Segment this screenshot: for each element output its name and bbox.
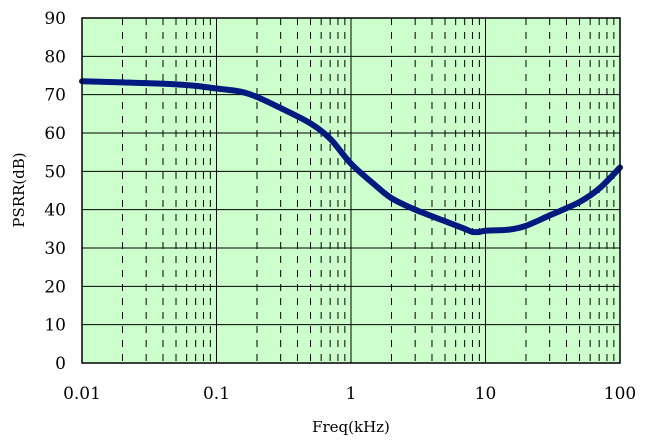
y-tick-label: 60 [44,124,66,144]
y-tick-label: 10 [44,316,66,336]
x-tick-label: 1 [346,384,357,404]
y-tick-label: 40 [44,201,66,221]
plot-frame [81,17,621,364]
x-axis-label: Freq(kHz) [312,418,390,436]
x-tick-label: 0.01 [63,384,101,404]
y-tick-labels: 0 10 20 30 40 50 60 70 80 90 [44,9,66,374]
y-tick-label: 30 [44,239,66,259]
y-tick-label: 80 [44,47,66,67]
y-tick-label: 90 [44,9,66,29]
x-tick-label: 10 [475,384,497,404]
y-tick-label: 20 [44,277,66,297]
y-tick-label: 50 [44,162,66,182]
psrr-series-line [79,78,623,236]
y-axis-label: PSRR(dB) [10,152,28,227]
y-tick-label: 0 [55,354,66,374]
x-tick-label: 100 [604,384,636,404]
x-tick-label: 0.1 [203,384,230,404]
x-tick-labels: 0.01 0.1 1 10 100 [63,384,636,404]
y-tick-label: 70 [44,86,66,106]
series-layer [79,78,623,236]
